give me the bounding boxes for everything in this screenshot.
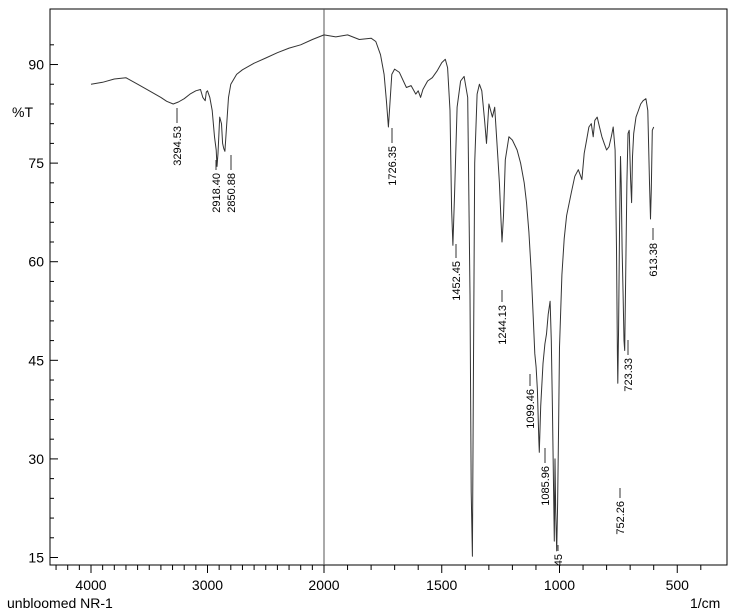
plot-frame (49, 8, 728, 566)
x-tick-label: 3000 (192, 577, 223, 593)
peak-label: 2850.88 (226, 173, 238, 213)
y-tick-label: 30 (28, 451, 44, 467)
peak-label: 1085.96 (540, 466, 552, 506)
y-axis-label: %T (12, 104, 33, 120)
x-tick-label: 1000 (544, 577, 575, 593)
peak-label: 45 (553, 554, 565, 566)
peak-annotations: 3294.53 2918.40 2850.88 1726.35 1452.45 1244.… (172, 108, 660, 566)
y-tick-label: 15 (28, 550, 44, 566)
spectrum-line (90, 34, 655, 557)
x-tick-label: 500 (666, 577, 690, 593)
peak-label: 3294.53 (172, 126, 184, 166)
peak-label: 1244.13 (497, 305, 509, 345)
x-tick-label: 2000 (308, 577, 339, 593)
sample-label: unbloomed NR-1 (7, 595, 113, 611)
x-axis-unit-label: 1/cm (690, 595, 720, 611)
x-tick-label: 1500 (426, 577, 457, 593)
minor-ticks (50, 44, 702, 570)
y-tick-label: 60 (28, 254, 44, 270)
y-axis-ticks: 15 30 45 60 75 90 (28, 57, 58, 566)
x-axis-ticks: 4000 3000 2000 1500 1000 500 (75, 565, 689, 593)
peak-label: 1726.35 (387, 146, 399, 186)
peak-label: 1099.46 (525, 389, 537, 429)
peak-label: 752.26 (615, 501, 627, 535)
x-tick-label: 4000 (75, 577, 106, 593)
peak-label: 613.38 (648, 243, 660, 277)
peak-label: 1452.45 (451, 261, 463, 301)
y-tick-label: 90 (28, 57, 44, 73)
y-tick-label: 45 (28, 352, 44, 368)
y-tick-label: 75 (28, 155, 44, 171)
peak-label: 2918.40 (211, 173, 223, 213)
peak-label: 723.33 (623, 358, 635, 392)
